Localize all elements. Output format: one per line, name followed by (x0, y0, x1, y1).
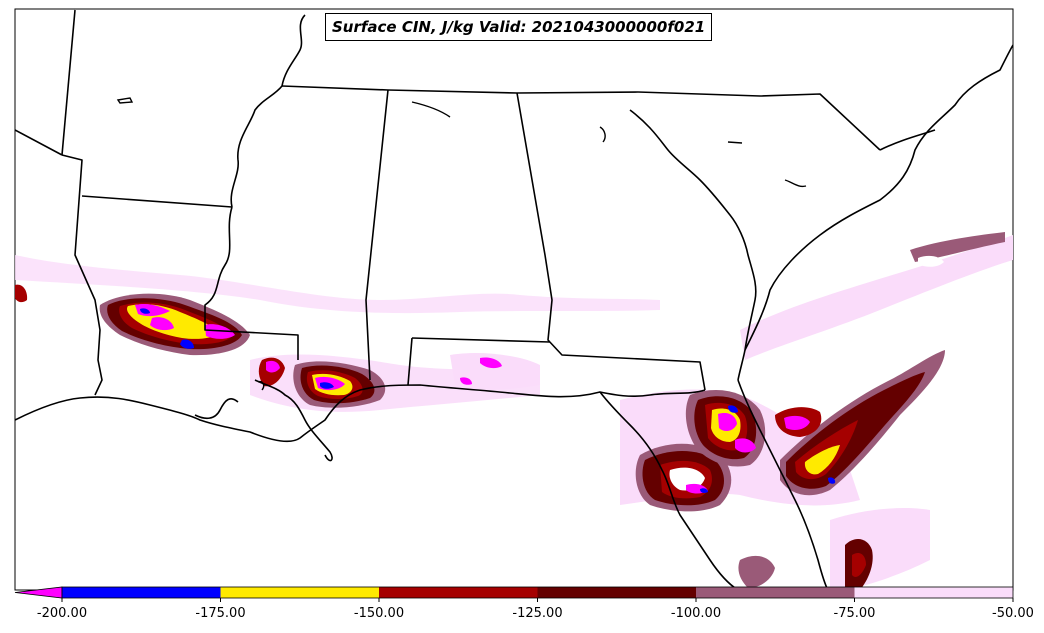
cin-region-light (450, 353, 540, 390)
cin-region-blue (180, 339, 194, 349)
cin-region-magenta (784, 415, 810, 430)
cin-region-blue (728, 405, 738, 413)
cin-region-yellow (804, 445, 840, 475)
cin-region-magenta (150, 317, 174, 331)
cin-region-magenta (266, 360, 280, 373)
cin-region-light (15, 255, 660, 314)
colorbar-bin (62, 587, 221, 598)
colorbar-tick-label: -150.00 (353, 606, 405, 621)
cin-region-magenta (460, 377, 472, 385)
cin-region-blue (320, 382, 334, 389)
cin-region-magenta (480, 357, 502, 369)
cin-shading (15, 232, 1013, 590)
colorbar-tick-label: -175.00 (195, 606, 246, 621)
colorbar-bin (379, 587, 538, 598)
cin-region-dark (738, 555, 775, 588)
colorbar-bin (696, 587, 855, 598)
cin-region-medium (910, 232, 1005, 262)
state-boundaries (15, 9, 1013, 590)
cin-region-blue (828, 477, 836, 484)
cin-region-magenta (718, 413, 737, 432)
colorbar-tick-label: -75.00 (833, 606, 876, 621)
cin-region-light (740, 235, 1013, 360)
lakes (116, 97, 807, 391)
cin-region-blue (700, 488, 708, 493)
colorbar-tick-label: -100.00 (670, 606, 722, 621)
cin-region-blue (140, 308, 150, 314)
colorbar-bin (537, 587, 696, 598)
colorbar-tick-label: -200.00 (36, 606, 88, 621)
map-title: Surface CIN, J/kg Valid: 2021043000000f0… (325, 13, 713, 41)
cin-region-light (918, 255, 944, 267)
colorbar-bin (854, 587, 1013, 598)
cin-region-dark (15, 284, 28, 303)
colorbar-bin (220, 587, 379, 598)
cin-region-red (852, 553, 866, 577)
colorbar-tick-label: -125.00 (512, 606, 563, 621)
colorbar-tick-label: -50.00 (992, 606, 1034, 621)
colorbar (14, 586, 1014, 602)
cin-region-magenta (735, 438, 756, 453)
